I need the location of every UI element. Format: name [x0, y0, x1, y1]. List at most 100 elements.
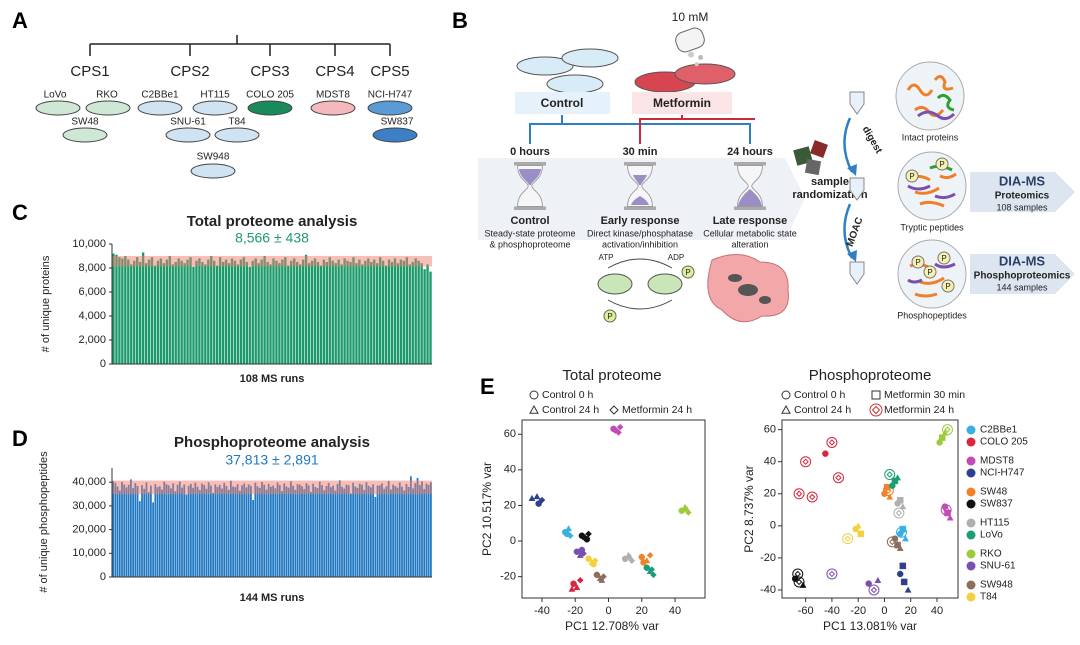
- bar: [276, 482, 279, 577]
- point: [648, 566, 656, 573]
- legend-swatch: [966, 456, 976, 466]
- bar: [312, 483, 314, 577]
- legend-swatch: [966, 425, 976, 435]
- timepoint: 30 min: [623, 146, 658, 158]
- point: [570, 580, 577, 587]
- bar: [307, 263, 311, 364]
- bar: [398, 482, 401, 577]
- bar: [376, 263, 379, 364]
- bar: [390, 262, 394, 364]
- bar: [138, 501, 141, 577]
- point: [938, 434, 946, 441]
- bar: [144, 263, 148, 364]
- output-name: Proteomics: [995, 191, 1050, 202]
- point: [896, 544, 904, 551]
- bar: [207, 482, 210, 577]
- bar: [236, 264, 240, 364]
- point: [868, 584, 880, 596]
- bar: [274, 488, 277, 577]
- panel-letter: C: [12, 200, 28, 225]
- phospho-label: P: [607, 312, 612, 321]
- bar: [387, 480, 390, 577]
- bar: [216, 265, 219, 364]
- point: [893, 507, 905, 519]
- bar: [328, 257, 331, 364]
- point: [941, 424, 953, 436]
- bar: [198, 490, 201, 577]
- point: [590, 561, 597, 568]
- legend-label: LoVo: [980, 530, 1003, 541]
- bar: [171, 264, 174, 364]
- bar: [408, 264, 411, 364]
- bar: [174, 262, 177, 364]
- group-label: Metformin: [653, 96, 711, 110]
- bar: [370, 262, 373, 364]
- point: [598, 576, 606, 583]
- y-tick-label: 20: [764, 488, 776, 500]
- bar: [283, 483, 286, 577]
- bar: [361, 264, 364, 364]
- y-tick-label: 0: [100, 571, 106, 583]
- bar: [346, 260, 349, 364]
- bar: [305, 483, 308, 577]
- output-name: Phosphoproteomics: [974, 271, 1071, 282]
- bar: [252, 499, 254, 577]
- bar: [185, 494, 188, 577]
- bar: [224, 259, 228, 364]
- legend-label: Metformin 24 h: [622, 404, 692, 416]
- bar: [384, 265, 388, 364]
- bar: [159, 258, 163, 364]
- point: [896, 526, 908, 538]
- bar: [230, 480, 232, 577]
- cell-line: MDST8: [316, 90, 350, 101]
- bar: [152, 502, 154, 577]
- bar: [218, 257, 222, 364]
- bar: [125, 487, 128, 577]
- bar: [278, 485, 281, 577]
- bar: [423, 489, 426, 577]
- bar: [178, 481, 181, 577]
- legend-swatch: [966, 518, 976, 528]
- bar: [256, 486, 259, 577]
- bar: [334, 263, 337, 364]
- point: [578, 546, 586, 554]
- cell-line: C2BBe1: [141, 90, 179, 101]
- bar: [425, 483, 428, 577]
- bar: [218, 484, 221, 577]
- bar: [192, 266, 195, 364]
- output-arrow: [970, 172, 1075, 294]
- bar: [343, 488, 346, 577]
- kinase-schematic: [597, 258, 695, 323]
- point: [535, 500, 542, 507]
- bar: [387, 259, 391, 364]
- bar: [303, 489, 306, 577]
- point: [792, 568, 804, 580]
- condition-title: Late response: [713, 215, 788, 227]
- point: [643, 564, 651, 571]
- bar: [265, 489, 268, 577]
- bar: [212, 492, 214, 577]
- bar: [394, 486, 397, 577]
- cell-line: RKO: [96, 90, 118, 101]
- point: [573, 583, 581, 590]
- sd-band: [112, 255, 432, 267]
- bar: [385, 486, 388, 577]
- legend-swatch: [966, 549, 976, 559]
- bar: [141, 485, 143, 577]
- bar: [261, 481, 263, 577]
- point: [683, 505, 691, 512]
- point: [886, 536, 898, 548]
- group-label: CPS5: [370, 63, 409, 80]
- bar: [127, 259, 130, 364]
- point: [902, 535, 909, 542]
- bar: [376, 485, 379, 577]
- point: [882, 485, 894, 496]
- phospho-label: P: [909, 172, 914, 181]
- y-tick-label: -20: [500, 571, 516, 583]
- legend-label: SW48: [980, 487, 1008, 498]
- bar: [290, 481, 292, 577]
- bar: [133, 260, 136, 364]
- bar: [318, 481, 321, 577]
- bar: [287, 265, 290, 364]
- x-tick-label: -40: [824, 605, 840, 617]
